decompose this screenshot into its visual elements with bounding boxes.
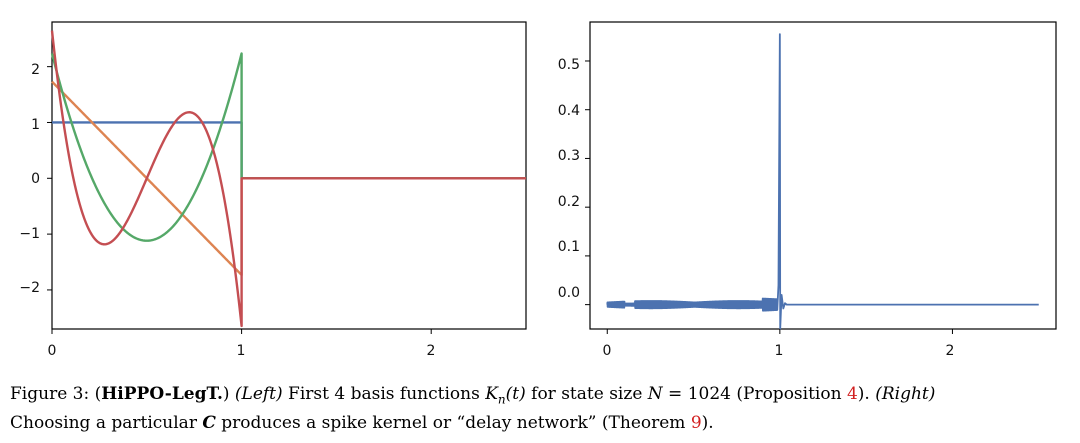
left-panel: 0 1 2 −2 −1 0 1 2 bbox=[19, 21, 527, 359]
left-axes-frame bbox=[51, 21, 527, 330]
caption-title: HiPPO-LegT. bbox=[101, 384, 223, 404]
basis-function-line bbox=[51, 80, 526, 277]
kn-argument: (t) bbox=[505, 384, 526, 404]
n-symbol: N bbox=[647, 384, 663, 404]
right-axes-frame bbox=[589, 21, 1057, 330]
theorem-reference-link[interactable]: 9 bbox=[690, 413, 702, 434]
caption-text: ). bbox=[857, 384, 876, 404]
caption-text: for state size bbox=[525, 384, 648, 404]
left-plot-lines bbox=[50, 30, 526, 328]
proposition-reference-link[interactable]: 4 bbox=[846, 384, 858, 404]
spike-kernel-line bbox=[606, 33, 1039, 330]
right-x-tick-label: 1 bbox=[775, 343, 784, 359]
right-x-tick-label: 0 bbox=[603, 343, 612, 359]
caption-open-paren: ( bbox=[94, 384, 102, 404]
right-y-tick-label: 0.1 bbox=[558, 239, 580, 255]
basis-function-line bbox=[50, 52, 526, 242]
caption-text: Choosing a particular bbox=[10, 413, 203, 434]
right-y-tick-label: 0.4 bbox=[558, 103, 580, 119]
basis-function-line bbox=[51, 121, 526, 180]
left-x-tick-label: 0 bbox=[48, 343, 57, 359]
caption-right-label: (Right) bbox=[875, 384, 936, 404]
caption-text: ). bbox=[701, 413, 714, 434]
right-y-tick-label: 0.0 bbox=[558, 285, 580, 301]
caption-line-1: Figure 3: (HiPPO-LegT.) (Left) First 4 b… bbox=[10, 382, 1074, 411]
left-y-tick-label: −2 bbox=[19, 280, 40, 296]
left-y-tick-label: −1 bbox=[19, 226, 40, 242]
caption-close-paren: ) bbox=[222, 384, 230, 404]
kn-subscript: n bbox=[497, 392, 506, 407]
right-y-tick-label: 0.5 bbox=[558, 57, 580, 73]
caption-left-label: (Left) bbox=[234, 384, 283, 404]
left-x-tick-label: 2 bbox=[427, 343, 436, 359]
caption-figure-label: Figure 3: bbox=[10, 384, 90, 404]
basis-function-line bbox=[50, 30, 526, 328]
caption-text: First 4 basis functions bbox=[282, 384, 486, 404]
right-y-tick-label: 0.3 bbox=[558, 148, 580, 164]
caption-text: produces a spike kernel or “delay networ… bbox=[215, 413, 691, 434]
right-y-tick-label: 0.2 bbox=[558, 194, 580, 210]
right-tick-marks bbox=[585, 60, 953, 334]
right-x-tick-label: 2 bbox=[946, 343, 955, 359]
caption-line-2: Choosing a particular C produces a spike… bbox=[10, 411, 1074, 435]
left-tick-marks bbox=[47, 66, 432, 334]
left-y-tick-label: 2 bbox=[31, 62, 40, 78]
left-y-tick-label: 0 bbox=[31, 171, 40, 187]
caption-text: = 1024 (Proposition bbox=[662, 384, 847, 404]
figure-caption: Figure 3: (HiPPO-LegT.) (Left) First 4 b… bbox=[10, 382, 1074, 435]
left-y-tick-label: 1 bbox=[31, 117, 40, 133]
c-symbol: C bbox=[202, 413, 216, 434]
right-panel: 0 1 2 0.0 0.1 0.2 0.3 0.4 0.5 bbox=[558, 21, 1057, 359]
kn-symbol: K bbox=[485, 384, 498, 404]
left-x-tick-label: 1 bbox=[237, 343, 246, 359]
right-plot-lines bbox=[606, 33, 1039, 330]
